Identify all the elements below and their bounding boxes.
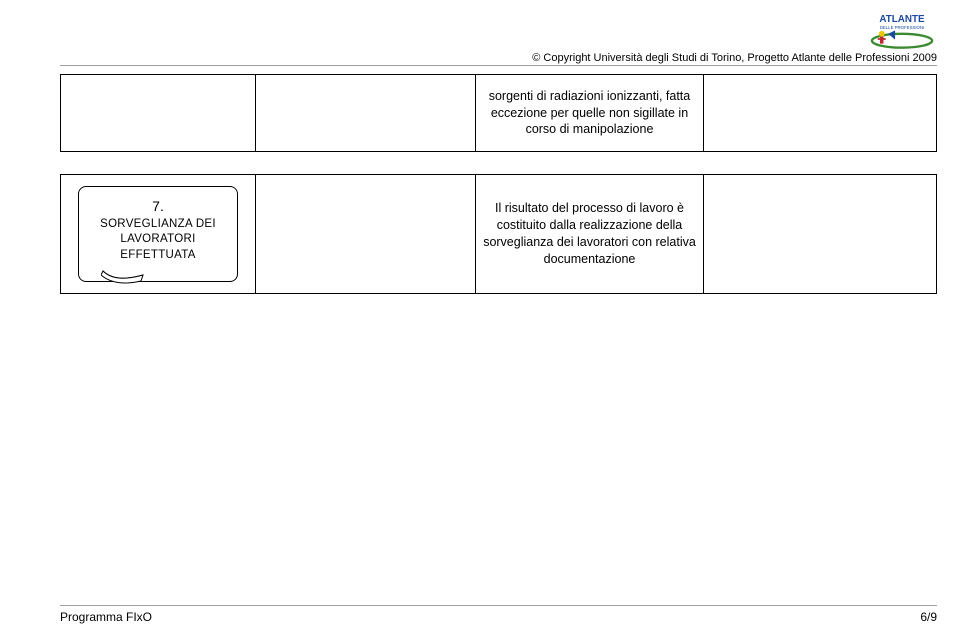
brand-logo: ATLANTE DELLE PROFESSIONI [867, 6, 937, 50]
table-cell [255, 74, 475, 152]
brand-sub-text: DELLE PROFESSIONI [880, 25, 925, 30]
table-cell-callout: 7. SORVEGLIANZA DEI LAVORATORI EFFETTUAT… [60, 174, 255, 294]
callout-tail-icon [101, 269, 145, 285]
step-title: SORVEGLIANZA DEI LAVORATORI EFFETTUATA [91, 217, 225, 264]
footer-program: Programma FIxO [60, 610, 152, 624]
table-row-top: sorgenti di radiazioni ionizzanti, fatta… [60, 74, 937, 152]
content-area: sorgenti di radiazioni ionizzanti, fatta… [60, 74, 937, 294]
footer-page: 6/9 [920, 610, 937, 624]
brand-top-text: ATLANTE [879, 14, 925, 25]
table-cell [60, 74, 255, 152]
footer-rule [60, 605, 937, 606]
table-cell [703, 74, 937, 152]
table-cell [255, 174, 475, 294]
table-cell: Il risultato del processo di lavoro è co… [475, 174, 703, 294]
step-number: 7. [91, 197, 225, 216]
step-callout: 7. SORVEGLIANZA DEI LAVORATORI EFFETTUAT… [78, 186, 238, 282]
table-row-step7: 7. SORVEGLIANZA DEI LAVORATORI EFFETTUAT… [60, 174, 937, 294]
table-cell: sorgenti di radiazioni ionizzanti, fatta… [475, 74, 703, 152]
table-cell [703, 174, 937, 294]
copyright-line: © Copyright Università degli Studi di To… [60, 52, 937, 66]
